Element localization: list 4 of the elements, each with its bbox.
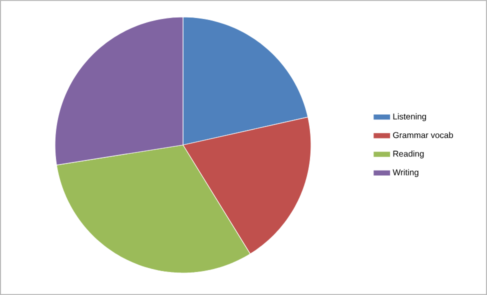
legend-label: Reading: [393, 150, 424, 158]
legend-label: Listening: [393, 113, 426, 122]
legend-label: Writing: [392, 169, 418, 177]
legend-label: Grammar vocab: [393, 132, 454, 138]
